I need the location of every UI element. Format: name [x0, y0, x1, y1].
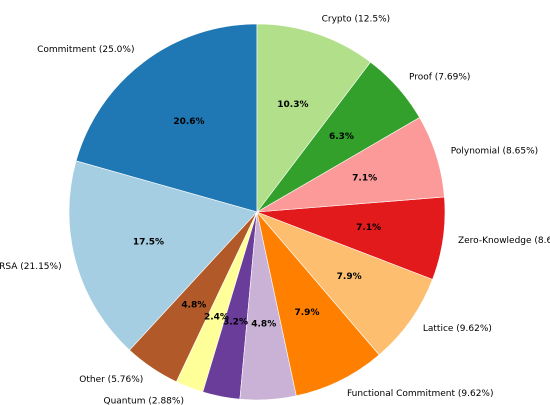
pie-slice-functional-commitment — [256, 211, 380, 397]
pie-slice-rsa — [68, 160, 258, 351]
pie-slices — [68, 23, 446, 401]
pie-category-label-zero-knowledge: Zero-Knowledge (8.65%) — [458, 236, 550, 246]
pie-slice-lattice — [256, 211, 433, 356]
pie-category-label-other: Other (5.76%) — [79, 375, 143, 385]
pie-pct-label-rsa: 17.5% — [133, 238, 164, 248]
pie-category-label-polynomial: Polynomial (8.65%) — [451, 146, 538, 156]
pie-category-label-crypto: Crypto (12.5%) — [322, 15, 391, 25]
pie-slice-crypto — [256, 23, 371, 213]
pie-pct-label-crypto: 10.3% — [277, 100, 308, 110]
pie-pct-label-zero-knowledge: 7.1% — [356, 223, 381, 233]
pie-pct-label-collision-resist: 4.8% — [251, 320, 276, 330]
pie-pct-label-other: 4.8% — [181, 300, 206, 310]
pie-pct-label-functional-commitment: 7.9% — [295, 308, 320, 318]
pie-slice-commitment — [75, 23, 258, 213]
pie-pct-label-hash: 3.2% — [223, 318, 248, 328]
pie-category-label-rsa: RSA (21.15%) — [0, 262, 62, 272]
pie-pct-label-lattice: 7.9% — [337, 272, 362, 282]
pie-category-label-quantum: Quantum (2.88%) — [103, 396, 183, 405]
pie-category-label-lattice: Lattice (9.62%) — [423, 324, 492, 334]
pie-category-label-proof: Proof (7.69%) — [409, 72, 470, 82]
pie-category-label-commitment: Commitment (25.0%) — [37, 45, 134, 55]
pie-pct-label-quantum: 2.4% — [204, 312, 229, 322]
pie-pct-label-commitment: 20.6% — [173, 117, 204, 127]
pie-pct-label-polynomial: 7.1% — [352, 173, 377, 183]
pie-category-label-functional-commitment: Functional Commitment (9.62%) — [347, 389, 494, 399]
pie-pct-label-proof: 6.3% — [329, 132, 354, 142]
pie-labels: 20.6% Commitment (25.0%) 17.5% RSA (21.15%)… — [0, 15, 550, 405]
